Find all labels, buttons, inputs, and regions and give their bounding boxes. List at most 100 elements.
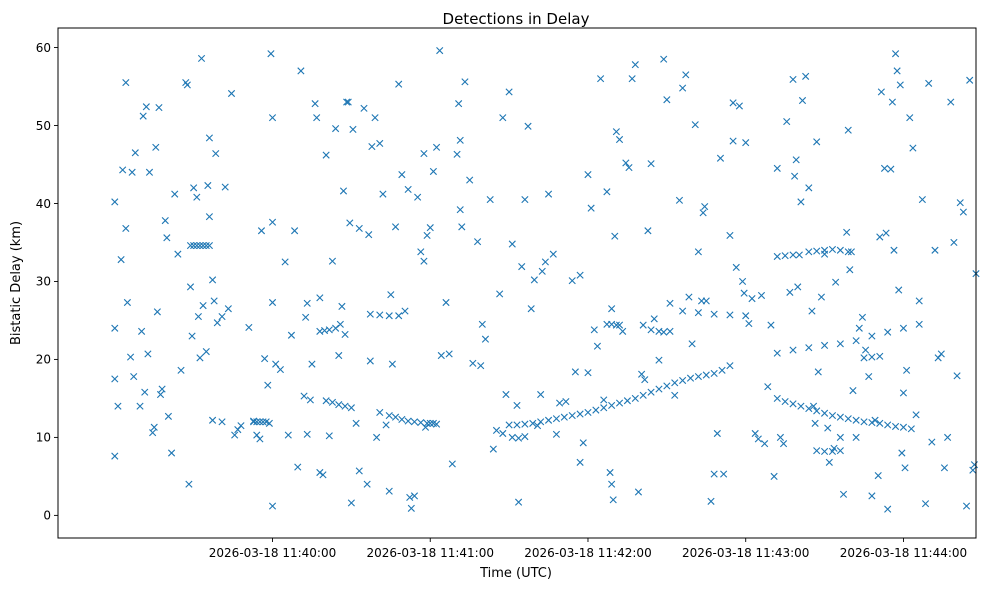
data-point (319, 471, 327, 479)
data-point (660, 55, 668, 63)
data-point (368, 142, 376, 151)
data-point (336, 320, 344, 328)
data-point (868, 332, 876, 340)
data-point (256, 418, 264, 426)
data-point (268, 298, 277, 307)
data-point (391, 223, 400, 231)
data-point (797, 198, 805, 206)
data-point (742, 312, 750, 320)
data-point (227, 89, 236, 98)
data-point (798, 96, 807, 105)
data-point (638, 370, 646, 378)
data-point (234, 426, 242, 434)
data-point (114, 402, 122, 410)
data-point (820, 447, 829, 456)
data-point (901, 464, 909, 472)
data-point (726, 362, 734, 370)
data-point (671, 379, 679, 387)
data-point (953, 372, 961, 380)
data-point (205, 213, 214, 221)
data-point (887, 165, 895, 173)
data-point (456, 206, 464, 214)
data-point (876, 352, 884, 360)
data-point (417, 248, 425, 256)
data-point (679, 307, 687, 315)
data-point (355, 224, 363, 232)
data-point (603, 188, 611, 196)
data-point (426, 224, 434, 232)
data-point (576, 458, 584, 466)
data-point (335, 351, 343, 360)
data-point (641, 376, 649, 384)
data-point (355, 467, 363, 475)
data-point (429, 167, 437, 176)
data-point (111, 375, 119, 383)
data-point (794, 283, 802, 291)
marker-group (111, 47, 980, 513)
data-point (813, 447, 821, 455)
data-point (792, 156, 800, 164)
data-point (931, 246, 939, 254)
data-point (587, 204, 595, 212)
y-axis: 0 10 20 30 40 50 60 (36, 41, 58, 523)
data-point (718, 366, 726, 374)
data-point (204, 181, 212, 190)
data-point (802, 72, 810, 80)
data-point (458, 223, 466, 231)
data-point (623, 397, 631, 405)
data-point (335, 401, 343, 409)
data-point (907, 425, 915, 433)
data-point (832, 278, 840, 286)
data-point (499, 429, 507, 438)
data-point (171, 190, 179, 198)
data-point (969, 466, 977, 474)
data-point (311, 100, 319, 108)
data-point (205, 134, 214, 142)
data-point (795, 251, 803, 259)
data-point (325, 326, 333, 334)
data-point (313, 114, 321, 122)
data-point (163, 234, 171, 242)
data-point (631, 61, 639, 69)
data-point (928, 438, 936, 446)
plot-area (58, 28, 976, 538)
data-point (401, 307, 409, 315)
data-point (726, 231, 734, 240)
data-point (420, 149, 428, 158)
data-point (571, 368, 579, 376)
data-point (481, 335, 490, 343)
data-point (533, 422, 542, 430)
data-point (663, 382, 671, 390)
data-point (529, 419, 537, 427)
data-point (303, 299, 311, 307)
data-point (660, 328, 668, 336)
data-point (671, 391, 679, 399)
data-point (122, 224, 130, 232)
data-point (521, 433, 529, 441)
data-point (117, 256, 125, 264)
data-point (502, 390, 510, 399)
data-point (666, 327, 674, 335)
data-point (634, 488, 643, 496)
data-point (754, 435, 762, 443)
data-point (849, 387, 857, 395)
data-point (398, 171, 406, 179)
data-point (789, 400, 797, 408)
data-point (852, 337, 860, 345)
data-point (751, 429, 759, 438)
data-point (628, 75, 636, 83)
data-point (735, 102, 743, 110)
data-point (196, 354, 204, 362)
data-point (906, 114, 914, 122)
data-point (395, 80, 403, 88)
data-point (600, 404, 608, 412)
data-point (153, 308, 161, 316)
data-point (584, 369, 592, 377)
data-point (612, 128, 620, 136)
data-point (281, 258, 289, 266)
data-point (805, 404, 813, 413)
data-point (694, 309, 702, 317)
data-point (505, 421, 513, 429)
data-point (612, 321, 620, 329)
